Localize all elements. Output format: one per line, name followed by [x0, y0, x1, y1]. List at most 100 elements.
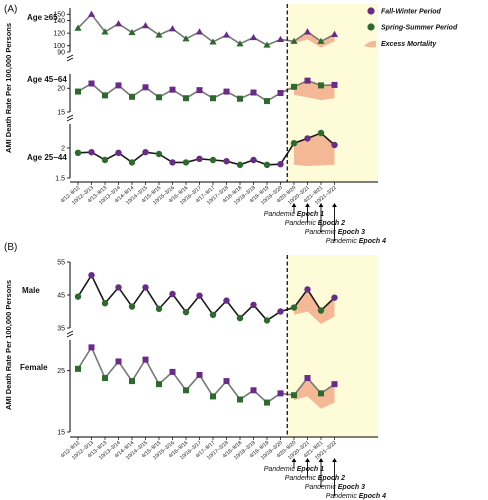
data-point-4-4 [129, 378, 135, 385]
data-point-3-14 [263, 317, 271, 324]
data-point-0-3 [114, 20, 123, 27]
axis-break-b1-1 [66, 330, 74, 335]
y-tick-label-2-0: 1.5 [55, 175, 65, 182]
data-point-3-13 [250, 301, 257, 309]
data-point-0-17 [303, 28, 312, 35]
group-label-age25-44: Age 25−44 [27, 153, 67, 162]
epoch-annotations-b: Pandemic Epoch 1 Pandemic Epoch 2 Pandem… [264, 466, 386, 500]
data-point-2-16 [290, 140, 298, 147]
data-point-4-9 [196, 371, 203, 378]
data-point-4-6 [156, 381, 162, 388]
data-point-2-6 [155, 150, 163, 158]
y-tick-label-0-3: 140 [53, 18, 65, 25]
data-point-2-19 [331, 141, 338, 149]
epoch-arrowhead-a-3 [318, 203, 324, 207]
data-point-2-12 [236, 161, 244, 168]
data-point-1-17 [304, 77, 311, 84]
group-label-female: Female [20, 363, 48, 372]
data-point-1-14 [264, 98, 270, 105]
epoch-a-4: Pandemic Epoch 4 [326, 238, 386, 245]
data-point-0-9 [195, 28, 204, 35]
data-point-1-3 [115, 82, 122, 89]
y-tick-label-4-0: 15 [57, 429, 65, 436]
excess-mortality-area-2 [294, 133, 335, 166]
data-point-3-3 [115, 284, 122, 291]
data-point-4-16 [291, 392, 297, 399]
axis-break-a2-1 [66, 114, 74, 119]
data-point-1-11 [223, 88, 230, 95]
panel-b-y-axis-title: AMI Death Rate Per 100,000 Persons [4, 280, 13, 410]
data-point-0-10 [209, 38, 217, 45]
data-point-1-0 [75, 88, 81, 95]
data-point-4-0 [75, 365, 81, 372]
axis-break-a2-2 [66, 117, 74, 122]
data-point-2-9 [196, 155, 203, 162]
axis-break-a1-1 [66, 54, 74, 59]
excess-mortality-area-3 [294, 289, 335, 325]
data-point-1-13 [250, 89, 257, 96]
data-point-3-8 [182, 308, 190, 316]
panel-a-label: (A) [4, 4, 17, 15]
data-point-3-2 [101, 300, 109, 307]
epoch-b-1: Pandemic Epoch 1 [264, 466, 324, 473]
epoch-arrowhead-a-4 [332, 203, 337, 207]
data-point-1-9 [196, 87, 203, 94]
data-point-4-17 [304, 375, 311, 382]
data-point-0-13 [249, 33, 258, 41]
epoch-arrowhead-b-1 [291, 458, 297, 462]
y-tick-label-4-1: 25 [57, 368, 65, 375]
legend-spring-summer-marker [367, 23, 375, 31]
data-point-2-3 [115, 149, 122, 156]
y-tick-label-1-0: 15 [57, 109, 65, 116]
data-point-3-0 [74, 293, 82, 300]
legend-fall-winter-marker [367, 7, 375, 15]
epoch-arrowhead-b-4 [332, 458, 337, 462]
data-point-2-10 [209, 156, 217, 164]
y-tick-label-0-1: 100 [53, 43, 65, 50]
data-point-1-19 [331, 81, 338, 88]
data-point-0-5 [141, 22, 150, 29]
data-point-4-13 [250, 387, 257, 394]
data-point-4-2 [102, 375, 108, 382]
data-point-2-15 [277, 161, 284, 168]
data-point-1-2 [102, 92, 108, 99]
y-tick-label-0-0: 90 [57, 49, 65, 56]
data-point-2-14 [263, 161, 271, 168]
data-point-3-4 [128, 303, 136, 310]
epoch-arrowhead-a-1 [291, 203, 297, 207]
data-point-4-10 [210, 393, 216, 400]
data-point-1-7 [169, 86, 176, 93]
axis-break-b1-2 [66, 333, 74, 338]
group-label-male: Male [22, 286, 40, 295]
data-point-4-7 [169, 368, 176, 375]
data-point-2-13 [250, 156, 257, 164]
data-point-1-4 [129, 93, 135, 100]
data-point-2-17 [304, 135, 311, 142]
data-point-4-3 [115, 358, 122, 365]
data-point-0-12 [236, 40, 244, 47]
data-point-4-12 [237, 396, 243, 403]
y-tick-label-1-1: 20 [57, 86, 65, 93]
data-point-4-1 [88, 344, 95, 351]
y-tick-label-0-4: 150 [53, 12, 65, 19]
epoch-b-2: Pandemic Epoch 2 [285, 475, 345, 482]
data-point-1-15 [277, 90, 284, 96]
data-point-2-1 [88, 149, 95, 156]
data-point-1-8 [183, 95, 189, 102]
x-axis-a: 4/12–9/1210/12–3/134/13–9/1310/13–3/144/… [60, 181, 378, 206]
subplot-2: 1.52 [55, 124, 338, 182]
data-point-4-14 [264, 399, 270, 406]
data-point-0-0 [74, 24, 82, 31]
data-point-4-18 [318, 390, 324, 397]
subplot-3: 35 45 55 [57, 259, 338, 332]
data-point-1-5 [142, 84, 149, 91]
data-point-3-1 [88, 272, 95, 279]
data-point-4-11 [223, 378, 230, 385]
data-point-3-5 [142, 284, 149, 291]
data-point-0-19 [330, 30, 339, 37]
data-point-3-7 [169, 290, 176, 298]
data-point-4-5 [142, 356, 149, 363]
data-point-2-7 [169, 159, 176, 166]
